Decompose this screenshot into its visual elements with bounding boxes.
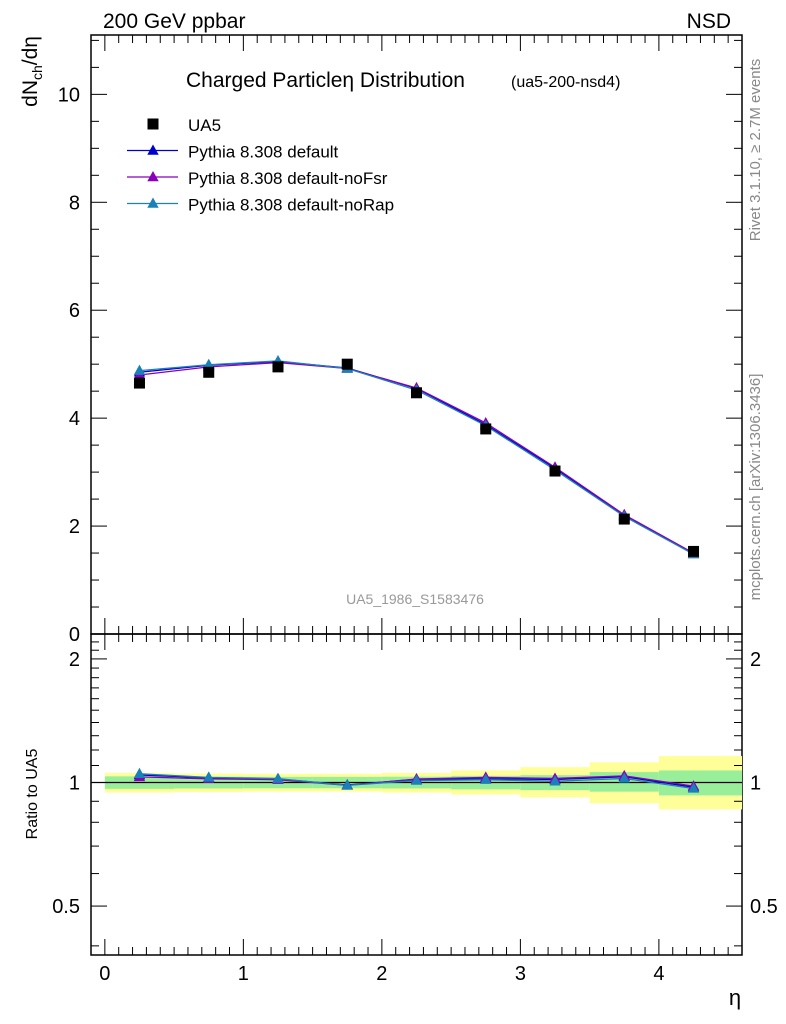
chart-title: Charged Particleη Distribution xyxy=(186,69,465,92)
ratio-point-2 xyxy=(341,779,353,790)
x-tick-label: 1 xyxy=(238,963,249,985)
reference-point xyxy=(203,366,215,378)
ratio-axis-ticks: 0.5 0.5 1 1 2 2 xyxy=(52,634,778,955)
y-tick-label-ratio-right: 0.5 xyxy=(750,896,778,918)
legend-marker-1 xyxy=(147,171,159,182)
reference-point xyxy=(480,423,492,435)
ratio-series-group xyxy=(133,767,700,793)
energy-label: 200 GeV ppbar xyxy=(103,10,245,33)
y-tick-label-ratio: 1 xyxy=(69,772,80,794)
y-tick-label-main: 2 xyxy=(69,516,80,538)
reference-point xyxy=(411,387,422,399)
ratio-point-2 xyxy=(549,775,561,786)
ratio-point-2 xyxy=(203,771,215,782)
x-tick-label: 3 xyxy=(515,963,526,985)
rivet-label: Rivet 3.1.10, ≥ 2.7M events xyxy=(747,59,764,242)
ratio-point-2 xyxy=(410,774,423,785)
legend-label-2: Pythia 8.308 default-noRap xyxy=(188,196,394,215)
source-label: mcplots.cern.ch [arXiv:1306.3436] xyxy=(747,374,764,601)
y-tick-label-main: 6 xyxy=(69,300,80,322)
x-tick-label: 4 xyxy=(653,963,664,985)
reference-point xyxy=(549,465,561,477)
reference-point xyxy=(272,361,284,373)
ratio-point-2 xyxy=(480,773,492,784)
series-point-2 xyxy=(133,364,146,375)
ratio-point-2 xyxy=(272,772,284,783)
ratio-panel: 0.5 0.5 1 1 2 2 Ratio to UA5 xyxy=(24,633,778,956)
ratio-y-axis-label: Ratio to UA5 xyxy=(24,749,41,840)
ratio-point-2 xyxy=(687,782,700,793)
ratio-bands xyxy=(91,756,742,810)
legend-marker-0 xyxy=(147,144,159,155)
legend-marker-reference xyxy=(147,118,159,130)
x-axis-label: η xyxy=(729,985,741,1010)
chart-subtitle: (ua5-200-nsd4) xyxy=(511,74,620,91)
main-panel: 0 2 4 6 8 10 Charged Particleη Distribution (… xyxy=(19,34,743,646)
main-axis-ticks: 0 2 4 6 8 10 xyxy=(58,35,743,646)
ratio-point-2 xyxy=(618,772,630,783)
ratio-point-2 xyxy=(133,767,146,778)
y-tick-label-ratio: 0.5 xyxy=(52,896,80,918)
reference-point xyxy=(688,545,700,557)
y-tick-label-main: 10 xyxy=(58,84,80,106)
y-tick-label-ratio-right: 2 xyxy=(750,649,761,671)
y-tick-label-main: 4 xyxy=(69,408,80,430)
legend-label-1: Pythia 8.308 default-noFsr xyxy=(188,169,388,188)
watermark-label: UA5_1986_S1583476 xyxy=(346,591,484,607)
y-label-rest: /dη xyxy=(19,36,42,65)
reference-point xyxy=(341,358,353,370)
y-label-subscript: ch xyxy=(29,65,45,80)
main-series-group xyxy=(133,354,700,559)
x-tick-label: 2 xyxy=(376,963,387,985)
x-tick-labels: 0 1 2 3 4 xyxy=(99,963,664,985)
y-tick-label-main: 0 xyxy=(69,624,80,646)
legend-label-reference: UA5 xyxy=(188,116,221,135)
y-label-main-part: dN xyxy=(19,80,42,107)
y-tick-label-ratio: 2 xyxy=(69,649,80,671)
legend-marker-2 xyxy=(147,197,159,208)
y-tick-label-main: 8 xyxy=(69,192,80,214)
y-tick-label-ratio-right: 1 xyxy=(750,772,761,794)
legend: UA5 Pythia 8.308 default Pythia 8.308 defa… xyxy=(127,116,394,215)
x-tick-label: 0 xyxy=(99,963,110,985)
reference-point xyxy=(618,513,630,525)
reference-point xyxy=(133,377,145,389)
series-point-2 xyxy=(203,358,215,369)
process-label: NSD xyxy=(687,10,731,33)
main-y-axis-label: dNch/dη xyxy=(19,36,45,107)
legend-label-0: Pythia 8.308 default xyxy=(188,143,339,162)
